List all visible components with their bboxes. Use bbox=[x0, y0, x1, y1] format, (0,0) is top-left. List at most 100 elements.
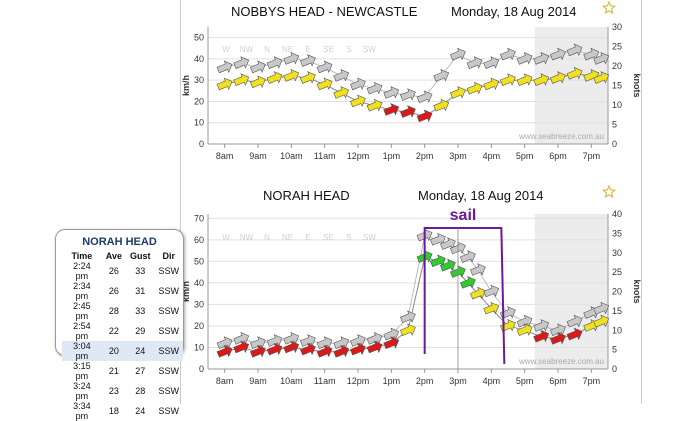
favourite-star-icon[interactable] bbox=[602, 184, 616, 198]
average-arrow bbox=[566, 66, 583, 80]
average-arrow bbox=[433, 98, 450, 112]
average-arrow bbox=[383, 103, 400, 116]
x-tick-label: 3pm bbox=[449, 151, 467, 161]
average-arrow bbox=[593, 314, 610, 328]
average-arrow bbox=[316, 344, 333, 358]
gust-arrow bbox=[299, 54, 316, 67]
popup-row: 2:24 pm 26 33 SSW bbox=[62, 261, 183, 281]
popup-cell: 21 bbox=[108, 366, 119, 376]
average-arrow bbox=[466, 81, 483, 95]
average-arrow bbox=[383, 336, 400, 349]
popup-row: 2:34 pm 26 31 SSW bbox=[62, 281, 183, 301]
popup-cell: 2:45 pm bbox=[73, 301, 91, 321]
popup-row: 3:34 pm 18 24 SSW bbox=[62, 401, 183, 421]
gust-arrow bbox=[566, 314, 583, 328]
average-arrow bbox=[416, 109, 433, 123]
direction-label: SE bbox=[323, 45, 334, 54]
gust-arrow bbox=[349, 334, 366, 347]
direction-label: N bbox=[264, 233, 270, 242]
average-arrow bbox=[549, 71, 566, 84]
watermark: www.seabreeze.com.au bbox=[518, 357, 604, 366]
gust-arrow bbox=[399, 88, 416, 101]
popup-row: 3:04 pm 20 24 SSW bbox=[62, 341, 183, 361]
average-arrow bbox=[439, 258, 456, 272]
gust-arrow bbox=[469, 263, 486, 276]
x-tick-label: 6pm bbox=[549, 376, 567, 386]
y-tick-label: 70 bbox=[194, 213, 204, 223]
popup-cell: 18 bbox=[108, 406, 119, 416]
popup-row: 3:24 pm 23 28 SSW bbox=[62, 381, 183, 401]
x-tick-label: 7pm bbox=[583, 151, 601, 161]
y2-tick-label: 20 bbox=[612, 61, 622, 71]
y2-tick-label: 35 bbox=[612, 228, 622, 238]
average-arrow bbox=[249, 344, 266, 358]
average-arrow bbox=[233, 73, 250, 86]
direction-label: E bbox=[305, 233, 310, 242]
gust-arrow bbox=[383, 86, 400, 99]
gust-arrow bbox=[366, 331, 383, 345]
gust-arrow bbox=[283, 52, 300, 65]
popup-cell: SSW bbox=[158, 266, 179, 276]
gust-arrow bbox=[216, 336, 233, 349]
x-tick-label: 1pm bbox=[383, 151, 401, 161]
gust-arrow bbox=[499, 306, 516, 319]
gust-arrow bbox=[233, 331, 250, 345]
y-tick-label: 50 bbox=[194, 33, 204, 43]
direction-label: NW bbox=[240, 45, 254, 54]
popup-cell: 31 bbox=[135, 286, 146, 296]
average-arrow bbox=[266, 71, 283, 84]
x-tick-label: 2pm bbox=[416, 376, 434, 386]
y2-axis-label: knots bbox=[632, 279, 641, 303]
popup-cell: 29 bbox=[135, 326, 146, 336]
popup-row: 2:54 pm 22 29 SSW bbox=[62, 321, 183, 341]
x-tick-label: 10am bbox=[280, 151, 303, 161]
popup-header-time: Time bbox=[71, 251, 93, 261]
gust-arrow bbox=[516, 314, 533, 328]
popup-row: 3:15 pm 21 27 SSW bbox=[62, 361, 183, 381]
gust-arrow bbox=[499, 47, 516, 61]
gust-arrow bbox=[366, 81, 383, 95]
average-arrow bbox=[533, 329, 550, 343]
popup-header-dir: Dir bbox=[162, 251, 175, 261]
station-popup: NORAH HEAD Time Ave Gust Dir 2:24 pm 26 33 SSW… bbox=[55, 229, 184, 421]
x-tick-label: 3pm bbox=[449, 376, 467, 386]
gust-arrow bbox=[433, 69, 450, 82]
chart-title: NOBBYS HEAD - NEWCASTLE bbox=[231, 4, 418, 19]
popup-cell: 3:15 pm bbox=[73, 361, 91, 381]
gust-arrow bbox=[399, 310, 416, 324]
direction-label: W bbox=[222, 45, 230, 54]
gust-arrow bbox=[549, 323, 566, 337]
gust-arrow bbox=[583, 47, 600, 61]
gust-arrow bbox=[483, 56, 500, 69]
popup-cell: 3:34 pm bbox=[73, 401, 91, 421]
y2-tick-label: 25 bbox=[612, 42, 622, 52]
popup-cell: 3:04 pm bbox=[62, 341, 102, 361]
average-arrow bbox=[299, 342, 316, 356]
gust-arrow bbox=[233, 56, 250, 69]
y2-tick-label: 30 bbox=[612, 248, 622, 258]
x-tick-label: 5pm bbox=[516, 376, 534, 386]
popup-row: 2:45 pm 28 33 SSW bbox=[62, 301, 183, 321]
y2-tick-label: 30 bbox=[612, 22, 622, 32]
average-arrow bbox=[333, 344, 350, 358]
popup-cell: 24 bbox=[125, 341, 155, 361]
average-arrow bbox=[283, 69, 300, 82]
average-arrow bbox=[566, 327, 583, 341]
gust-arrow bbox=[566, 43, 583, 57]
x-tick-label: 6pm bbox=[549, 151, 567, 161]
gust-arrow bbox=[216, 60, 233, 74]
average-arrow bbox=[449, 86, 466, 99]
average-arrow bbox=[366, 98, 383, 112]
average-arrow bbox=[266, 342, 283, 356]
popup-cell: 2:34 pm bbox=[73, 281, 91, 301]
direction-label: NE bbox=[282, 233, 293, 242]
annotation-sail: sail bbox=[450, 207, 477, 224]
direction-label: S bbox=[346, 233, 351, 242]
y2-tick-label: 15 bbox=[612, 306, 622, 316]
y-tick-label: 40 bbox=[194, 54, 204, 64]
favourite-star-icon[interactable] bbox=[602, 0, 616, 14]
gust-arrow bbox=[283, 331, 300, 345]
average-arrow bbox=[516, 73, 533, 86]
x-tick-label: 8am bbox=[216, 376, 234, 386]
average-arrow bbox=[216, 77, 233, 91]
